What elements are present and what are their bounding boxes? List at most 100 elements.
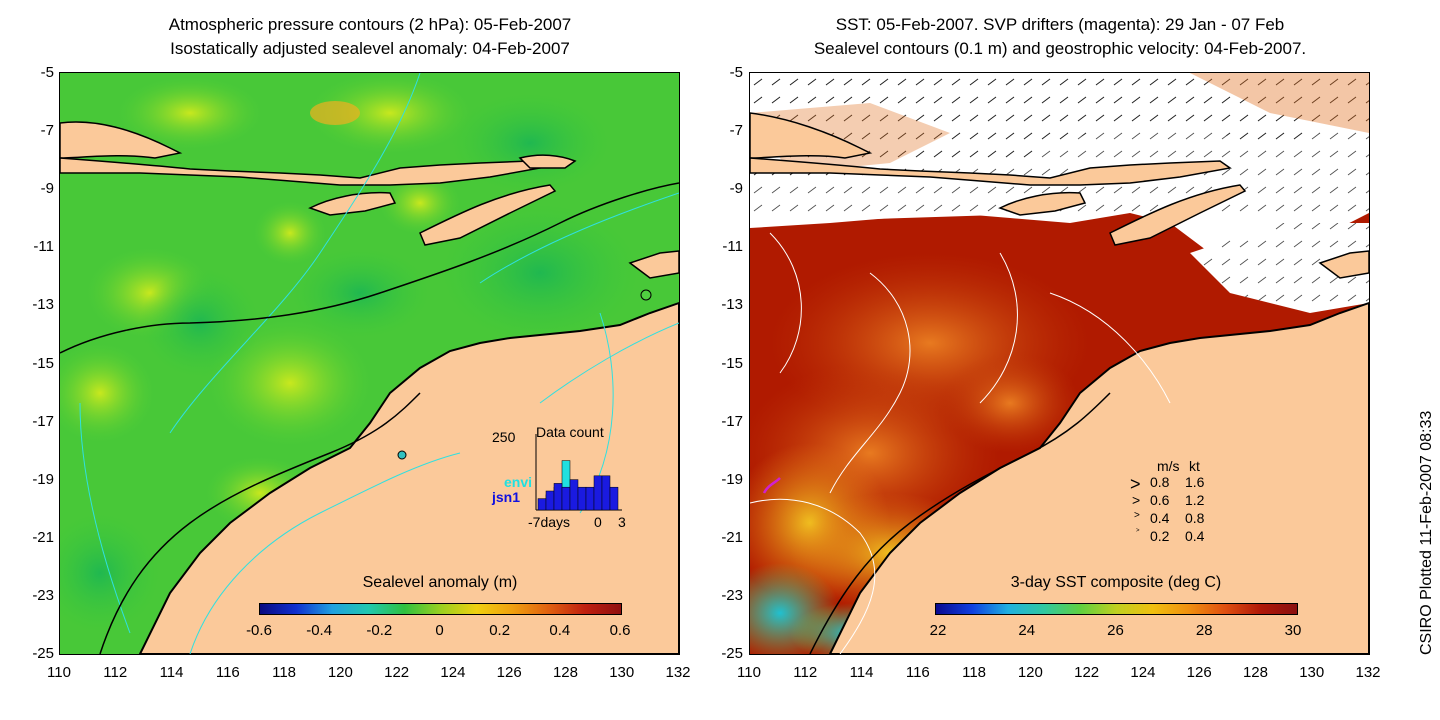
colorbar-tick-label: -0.2 [366,622,393,639]
inset-xlabel-zero: 0 [594,514,602,530]
velocity-legend-header-kt: kt [1189,458,1200,474]
y-tick-label: -15 [721,354,743,372]
inset-series-envi: envi [504,474,533,490]
x-tick-label: 128 [1242,664,1268,681]
velocity-arrow-icon: > [1132,492,1141,508]
jsn1-bar [569,479,579,511]
left-map-panel [59,72,680,655]
jsn1-bar [585,486,595,511]
jsn1-bar [561,486,571,511]
sealevel-anomaly-map [60,73,679,654]
x-tick-label: 112 [793,664,818,681]
colorbar-tick-label: -0.4 [306,622,333,639]
x-tick-label: 116 [215,664,240,681]
y-tick-label: -13 [721,296,743,314]
y-tick-label: -5 [40,64,54,81]
velocity-arrow-icon: > [1136,528,1140,534]
colorbar-tick-label: 0.2 [489,622,511,639]
y-tick-label: -19 [721,470,743,488]
x-tick-label: 120 [1017,664,1043,681]
colorbar-tick-label: 0.6 [609,622,631,639]
right-title-line2: Sealevel contours (0.1 m) and geostrophi… [813,39,1307,58]
inset-max-label: 250 [492,429,516,445]
y-tick-label: -21 [32,528,54,546]
y-tick-label: -7 [40,122,54,140]
jsn1-bar [537,498,547,511]
sst-map [750,73,1369,654]
right-colorbar-title: 3-day SST composite (deg C) [1010,574,1222,591]
velocity-ms-value: 0.4 [1150,510,1170,526]
x-tick-label: 130 [609,664,635,681]
x-tick-label: 122 [1074,664,1100,681]
y-tick-label: -21 [721,528,743,546]
colorbar-tick-label: 22 [929,622,947,639]
x-tick-label: 124 [1130,664,1156,681]
jsn1-bar [553,483,563,511]
inset-series-jsn1: jsn1 [492,489,521,505]
x-tick-label: 132 [665,664,691,681]
y-tick-label: -11 [33,238,54,256]
x-tick-label: 116 [905,664,930,681]
x-tick-label: 120 [327,664,353,681]
inset-title: Data count [536,424,604,440]
jsn1-bar [577,486,587,511]
x-tick-label: 114 [159,664,184,681]
x-tick-label: 126 [1186,664,1212,681]
colorbar-tick-label: 0.4 [549,622,571,639]
velocity-arrow-icon: > [1130,474,1141,494]
velocity-ms-value: 0.2 [1150,528,1170,544]
jsn1-bar [593,475,603,511]
x-tick-label: 112 [103,664,128,681]
velocity-arrow-icon: > [1134,510,1140,521]
y-tick-label: -23 [32,586,54,604]
y-tick-label: -25 [32,645,54,662]
inset-histogram [535,434,622,511]
x-tick-label: 124 [440,664,466,681]
x-tick-label: 118 [272,664,297,681]
left-title-line2: Isostatically adjusted sealevel anomaly:… [170,39,570,58]
colorbar-tick-label: 0 [435,622,444,639]
velocity-kt-value: 0.4 [1185,528,1205,544]
left-colorbar-title: Sealevel anomaly (m) [362,574,518,591]
y-tick-label: -17 [721,412,743,430]
x-tick-label: 132 [1355,664,1381,681]
y-tick-label: -9 [729,180,743,198]
velocity-kt-value: 0.8 [1185,510,1205,526]
y-tick-label: -25 [721,645,743,662]
right-colorbar [935,603,1298,615]
colorbar-tick-label: 26 [1107,622,1124,639]
x-tick-label: 110 [737,664,761,681]
jsn1-bar [609,486,619,511]
left-colorbar [259,603,622,615]
inset-xlabel-start: -7days [528,514,571,530]
y-tick-label: -11 [722,238,743,256]
x-tick-label: 130 [1299,664,1325,681]
velocity-kt-value: 1.2 [1185,492,1205,508]
y-tick-label: -17 [32,412,54,430]
y-tick-label: -15 [32,354,54,372]
x-tick-label: 122 [384,664,410,681]
y-tick-label: -9 [40,180,54,198]
y-tick-label: -13 [32,296,54,314]
velocity-kt-value: 1.6 [1185,474,1205,490]
y-tick-label: -5 [729,64,743,81]
colorbar-tick-label: -0.6 [246,622,272,639]
jsn1-bar [545,490,555,511]
y-tick-label: -7 [729,122,743,140]
x-tick-label: 128 [552,664,578,681]
colorbar-tick-label: 28 [1195,622,1213,639]
colorbar-tick-label: 30 [1284,622,1302,639]
velocity-legend-header-ms: m/s [1157,458,1180,474]
x-tick-label: 114 [849,664,874,681]
inset-xlabel-end: 3 [618,514,626,530]
velocity-ms-value: 0.8 [1150,474,1170,490]
y-tick-label: -19 [32,470,54,488]
jsn1-bar [601,475,611,511]
left-title-line1: Atmospheric pressure contours (2 hPa): 0… [168,15,572,34]
y-tick-label: -23 [721,586,743,604]
right-title-line1: SST: 05-Feb-2007. SVP drifters (magenta)… [835,15,1285,34]
x-tick-label: 110 [47,664,71,681]
x-tick-label: 118 [962,664,987,681]
colorbar-tick-label: 24 [1018,622,1036,639]
credit-label: CSIRO Plotted 11-Feb-2007 08:33 [1418,410,1435,655]
